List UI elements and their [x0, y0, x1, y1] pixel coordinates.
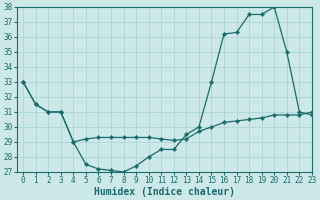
X-axis label: Humidex (Indice chaleur): Humidex (Indice chaleur) — [94, 186, 235, 197]
